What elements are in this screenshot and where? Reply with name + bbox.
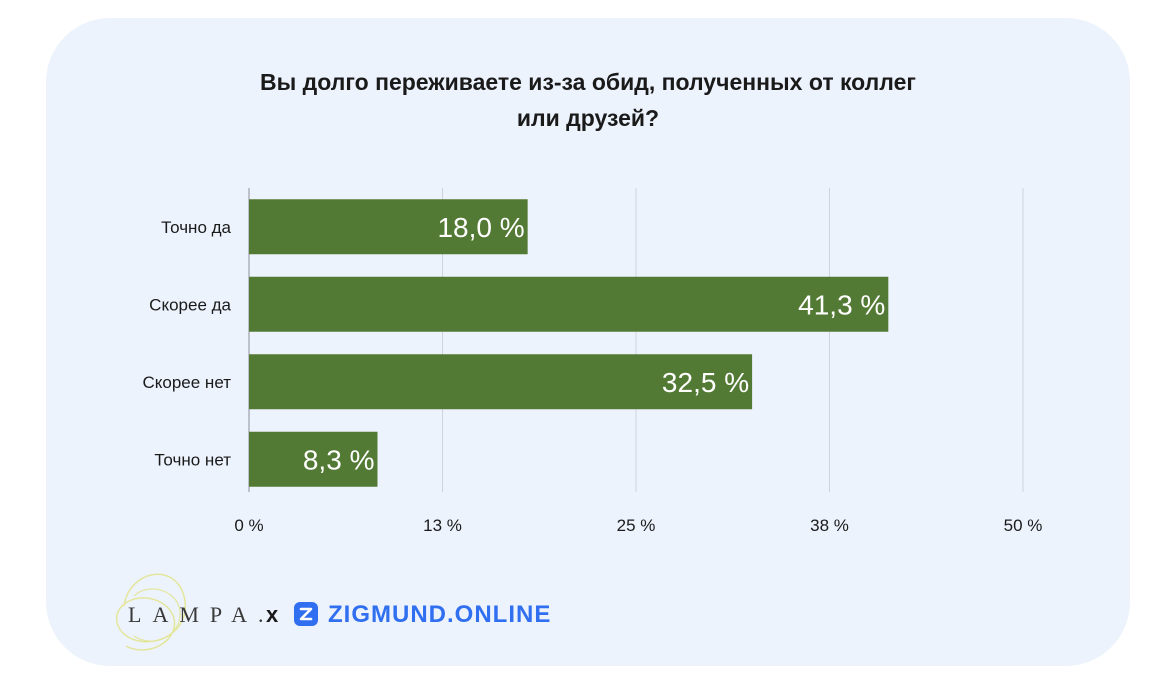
category-label: Скорее да — [149, 295, 231, 314]
zigmund-logo-text: ZIGMUND.ONLINE — [328, 601, 552, 628]
zigmund-logo-icon — [294, 602, 318, 626]
category-label: Точно нет — [154, 450, 231, 469]
bar — [249, 276, 889, 332]
x-tick-label: 0 % — [234, 516, 263, 535]
x-tick-label: 38 % — [810, 516, 849, 535]
lampa-logo-text: LAMPA. — [128, 602, 275, 627]
bar — [249, 354, 753, 410]
x-tick-label: 25 % — [617, 516, 656, 535]
bar-value-label: 8,3 % — [303, 444, 375, 475]
chart-title-line-1: Вы долго переживаете из-за обид, получен… — [260, 69, 916, 95]
category-label: Точно да — [161, 218, 231, 237]
logo-separator: x — [266, 602, 279, 627]
bar-value-label: 32,5 % — [662, 367, 749, 398]
lampa-scribble-icon — [115, 573, 187, 651]
bar-value-label: 18,0 % — [437, 212, 524, 243]
x-tick-label: 50 % — [1004, 516, 1043, 535]
x-tick-labels: 0 % 13 % 25 % 38 % 50 % — [234, 516, 1042, 535]
chart-title-line-2: или друзей? — [516, 105, 660, 131]
bars: 18,0 % 41,3 % 32,5 % 8,3 % — [249, 199, 889, 487]
x-tick-label: 13 % — [423, 516, 462, 535]
footer-logos: LAMPA. x ZIGMUND.ONLINE — [104, 566, 574, 666]
category-label: Скорее нет — [142, 373, 231, 392]
chart-card — [46, 18, 1130, 666]
bar-value-label: 41,3 % — [798, 289, 885, 320]
category-labels: Точно да Скорее да Скорее нет Точно нет — [142, 218, 231, 470]
bar — [249, 199, 528, 255]
chart-title: Вы долго переживаете из-за обид, получен… — [0, 64, 1176, 136]
bar — [249, 431, 378, 487]
